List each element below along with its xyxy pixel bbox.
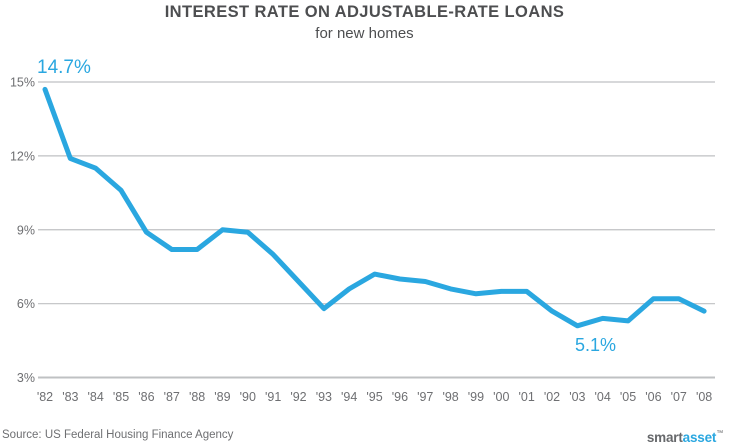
y-axis-tick-label: 6%	[17, 297, 35, 311]
annotation-low-value: 5.1%	[575, 335, 617, 355]
x-axis-tick-label: '86	[138, 390, 154, 404]
x-axis-tick-label: '82	[37, 390, 53, 404]
logo-trademark: ™	[716, 430, 723, 437]
x-axis-tick-label: '91	[265, 390, 281, 404]
x-axis-tick-label: '97	[417, 390, 433, 404]
x-axis-tick-label: '06	[645, 390, 661, 404]
x-axis-tick-label: '02	[544, 390, 560, 404]
logo-smart-text: smart	[646, 430, 683, 445]
x-axis-tick-label: '85	[113, 390, 129, 404]
x-axis-tick-label: '07	[671, 390, 687, 404]
x-axis-tick-label: '94	[341, 390, 357, 404]
x-axis-tick-label: '90	[240, 390, 256, 404]
source-note: Source: US Federal Housing Finance Agenc…	[2, 429, 234, 441]
x-axis-tick-label: '98	[442, 390, 458, 404]
x-axis-tick-label: '93	[316, 390, 332, 404]
y-axis-tick-label: 3%	[17, 371, 35, 385]
x-axis-tick-label: '04	[595, 390, 611, 404]
x-axis-tick-label: '05	[620, 390, 636, 404]
x-axis-tick-label: '08	[696, 390, 712, 404]
annotation-peak-value: 14.7%	[37, 57, 91, 78]
chart-title: INTEREST RATE ON ADJUSTABLE-RATE LOANS	[164, 3, 565, 21]
x-axis-tick-label: '83	[62, 390, 78, 404]
x-axis-tick-label: '96	[392, 390, 408, 404]
x-axis-tick-label: '89	[214, 390, 230, 404]
x-axis-tick-label: '03	[569, 390, 585, 404]
logo-asset-text: asset	[682, 430, 717, 445]
x-axis-tick-label: '95	[366, 390, 382, 404]
interest-rate-line-series	[42, 86, 707, 329]
chart-subtitle: for new homes	[315, 25, 414, 42]
y-axis-tick-label: 9%	[17, 223, 35, 237]
x-axis-tick-label: '88	[189, 390, 205, 404]
x-axis-tick-label: '99	[468, 390, 484, 404]
y-axis-tick-label: 15%	[10, 76, 35, 90]
smartasset-logo: smartasset™	[647, 430, 723, 445]
x-axis-tick-label: '92	[290, 390, 306, 404]
y-axis-tick-label: 12%	[10, 149, 35, 163]
x-axis-tick-label: '00	[493, 390, 509, 404]
x-axis-tick-label: '01	[519, 390, 535, 404]
x-axis-tick-label: '84	[88, 390, 104, 404]
x-axis-tick-label: '87	[164, 390, 180, 404]
